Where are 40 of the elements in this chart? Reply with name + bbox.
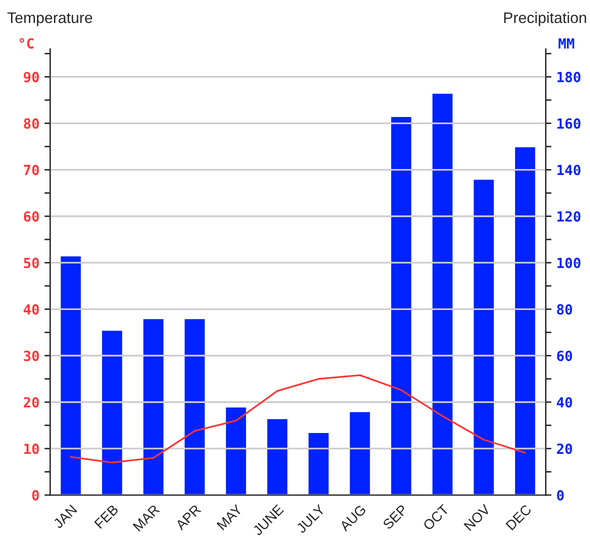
bar (142, 318, 165, 496)
y-tick-label: 60 (24, 211, 39, 222)
y-tick-label: 90 (24, 72, 39, 82)
line-series (70, 374, 526, 464)
bar (431, 92, 454, 496)
bar (514, 146, 537, 496)
y2-tick-label: 120 (557, 211, 580, 222)
bar (183, 318, 206, 496)
y2-tick-label: 80 (557, 304, 572, 315)
y-tick-label: 0 (32, 490, 39, 501)
bar (59, 255, 82, 496)
bar (472, 178, 496, 496)
y-tick-label: 20 (24, 397, 39, 408)
bar (390, 116, 413, 496)
y2-tick-label: 60 (557, 350, 572, 362)
y-tick-label: 40 (24, 304, 39, 315)
text: °C (20, 38, 34, 49)
x-tick-label: JAN (52, 504, 78, 529)
x-tick-label: FEB (94, 504, 119, 529)
bar (307, 432, 330, 496)
y-tick-label: 80 (24, 118, 39, 129)
x-tick-label: SEP (382, 504, 408, 530)
y2-tick-label: 40 (556, 397, 572, 408)
bar (100, 329, 124, 496)
y-tick-label: 50 (24, 258, 39, 268)
bar (224, 406, 248, 496)
y2-tick-label: 180 (557, 72, 580, 82)
y-tick-label: 30 (24, 350, 39, 362)
text: MM (558, 38, 574, 48)
bar (266, 418, 289, 496)
y-axis-title: Temperature (7, 12, 92, 26)
y2-tick-label: 100 (557, 258, 580, 268)
y2-tick-label: 20 (556, 444, 572, 454)
y2-tick-label: 160 (557, 118, 580, 129)
y-tick-label: 10 (24, 444, 39, 454)
y-tick-label: 70 (24, 164, 39, 176)
y2-axis-title: Precipitation (504, 12, 586, 26)
bar (348, 410, 372, 496)
y2-tick-label: 0 (557, 490, 564, 501)
y2-tick-label: 140 (557, 164, 580, 176)
